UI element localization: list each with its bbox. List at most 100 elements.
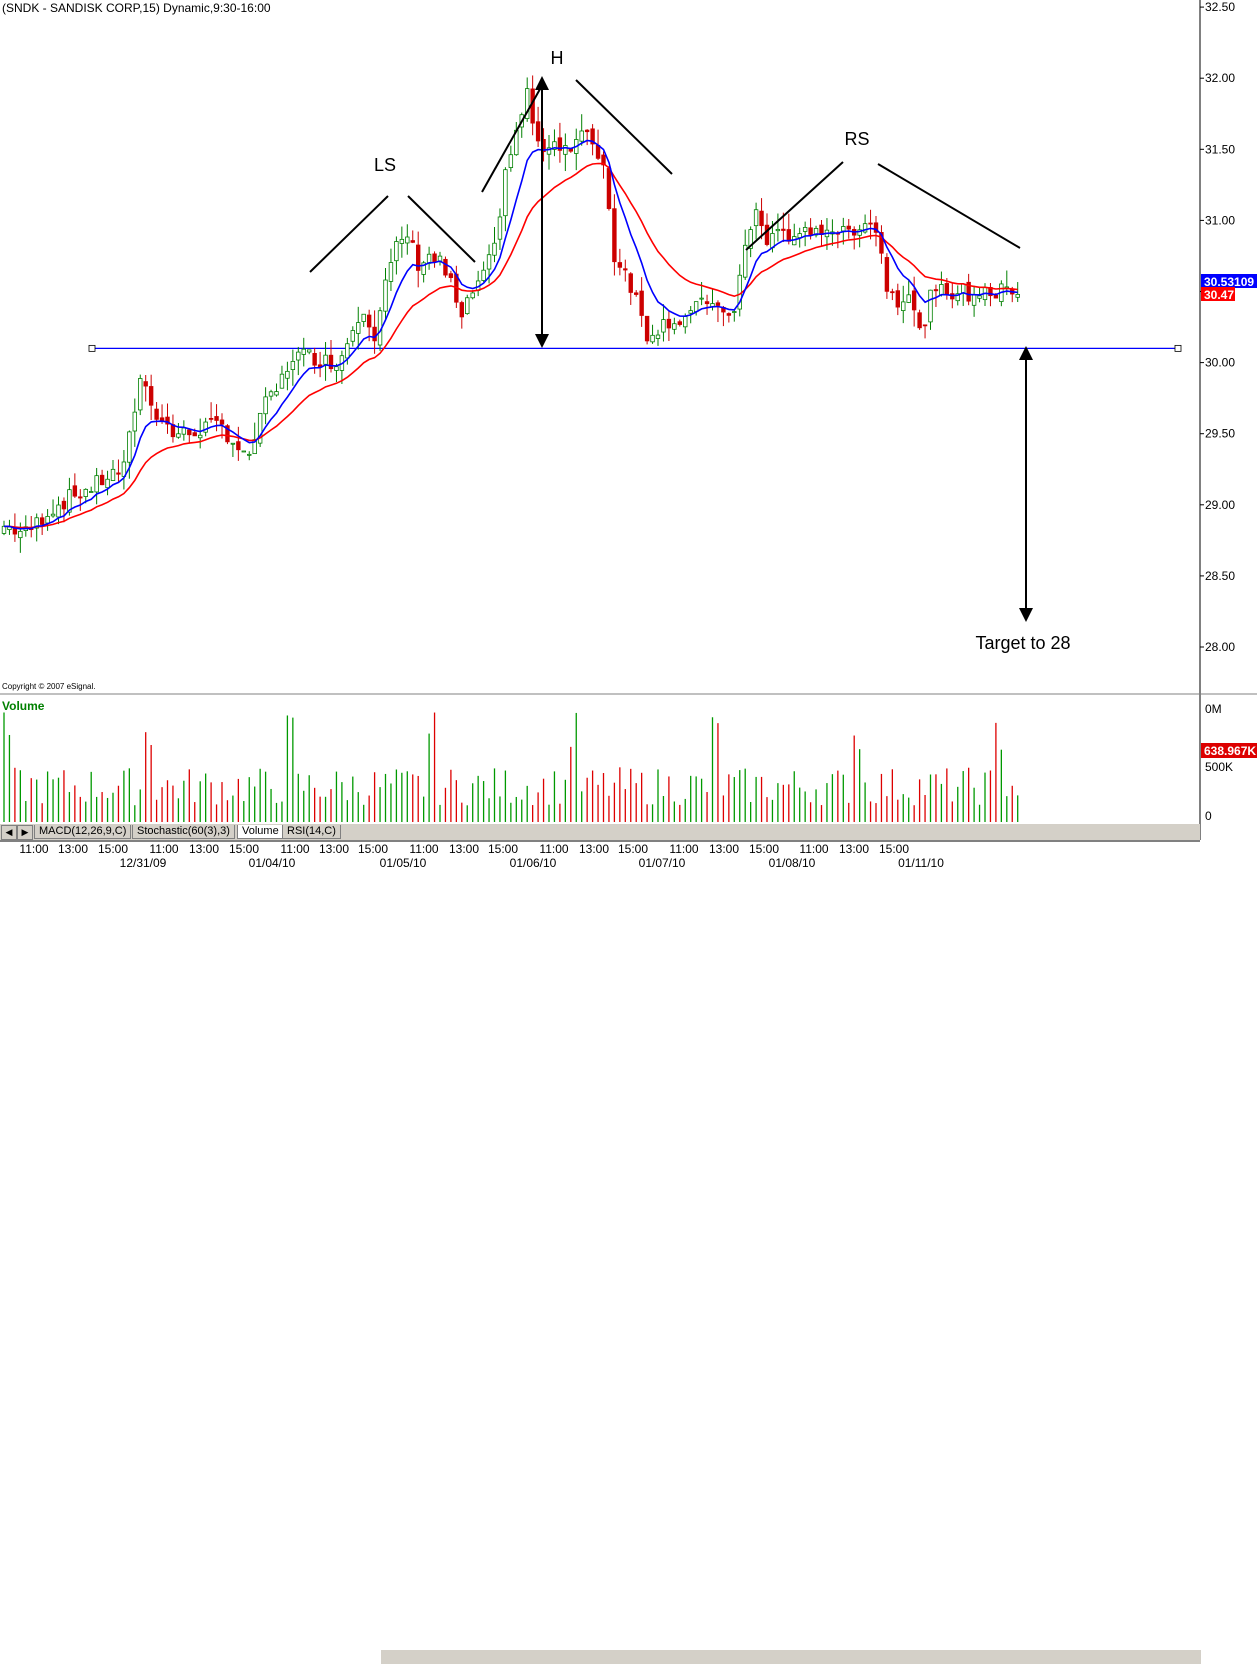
candle-body	[323, 354, 328, 365]
candle-body	[78, 496, 83, 499]
candle-body	[432, 253, 437, 263]
volume-axis-label: 0M	[1205, 702, 1222, 716]
candle-body	[99, 474, 105, 486]
y-tick-label: 32.50	[1205, 0, 1235, 14]
scroll-right-icon[interactable]: ▶	[17, 825, 33, 840]
candle-body	[704, 301, 710, 305]
candle-body	[225, 425, 230, 443]
candle-body	[634, 292, 639, 295]
candle-body	[399, 238, 405, 244]
candle-body	[666, 318, 672, 329]
volume-last-badge	[1201, 743, 1257, 758]
candle-body	[966, 281, 971, 302]
candle-body	[465, 297, 470, 315]
y-tick-label: 30.00	[1205, 356, 1235, 370]
candle-body	[601, 154, 606, 166]
candle-body	[557, 137, 563, 151]
candle-body	[802, 227, 808, 232]
candle-body	[388, 262, 394, 282]
arrow-up-head-icon	[535, 76, 549, 90]
x-time-label: 11:00	[539, 842, 568, 856]
candle-body	[492, 242, 497, 256]
x-date-label: 01/11/10	[898, 856, 944, 868]
axes: 28.0028.5029.0029.5030.0030.5031.0031.50…	[0, 0, 1257, 868]
candle-body	[230, 442, 236, 445]
tab-volume[interactable]: Volume	[237, 825, 284, 839]
candle-body	[219, 419, 225, 425]
candle-body	[922, 324, 928, 327]
candle-body	[563, 145, 568, 155]
candle-body	[939, 284, 944, 296]
candle-body	[911, 290, 917, 311]
x-time-label: 11:00	[19, 842, 48, 856]
neckline-handle-left[interactable]	[88, 344, 96, 352]
x-date-label: 01/05/10	[380, 856, 427, 868]
candle-body	[617, 262, 623, 268]
x-time-label: 11:00	[280, 842, 309, 856]
h-left-line	[481, 81, 545, 193]
candle-body	[197, 434, 203, 439]
price-badge-blue	[1201, 274, 1257, 288]
candle-body	[361, 313, 366, 322]
tab-stochastic[interactable]: Stochastic(60(3),3)	[132, 825, 235, 839]
candle-body	[770, 233, 775, 249]
x-time-label: 13:00	[319, 842, 349, 856]
candle-body	[415, 244, 421, 271]
x-time-label: 15:00	[879, 842, 909, 856]
tab-rsi[interactable]: RSI(14,C)	[282, 825, 341, 839]
ema-slow-line	[4, 162, 1018, 529]
candle-body	[535, 121, 541, 142]
ls-right-line	[407, 195, 476, 263]
x-time-label: 15:00	[488, 842, 518, 856]
candle-body	[470, 292, 475, 299]
candle-body	[459, 302, 464, 318]
volume-axis-label: 500K	[1205, 760, 1233, 774]
indicator-tab-bar: ◀ ▶ MACD(12,26,9,C) Stochastic(60(3),3) Vo…	[0, 824, 1201, 1664]
candle-body	[345, 343, 350, 359]
candle-body	[1, 525, 7, 534]
candle-body	[841, 226, 846, 232]
candle-body	[525, 88, 530, 119]
candle-body	[394, 241, 399, 262]
tab-macd[interactable]: MACD(12,26,9,C)	[34, 825, 132, 839]
x-time-label: 15:00	[98, 842, 128, 856]
candle-body	[688, 310, 693, 314]
candle-body	[650, 334, 655, 343]
candle-body	[18, 530, 23, 539]
x-date-label: 01/06/10	[510, 856, 557, 868]
candle-body	[383, 279, 388, 312]
candle-body	[672, 323, 677, 330]
candle-body	[328, 354, 334, 370]
scroll-left-icon[interactable]: ◀	[1, 825, 17, 840]
pattern-label: H	[551, 48, 564, 68]
y-tick-label: 31.00	[1205, 213, 1235, 227]
candle-body	[726, 313, 732, 316]
candle-body	[296, 351, 301, 361]
candle-body	[176, 433, 181, 438]
rs-left-line	[745, 161, 844, 251]
price-badge-red-text: 30.47	[1204, 288, 1234, 302]
horizontal-scrollbar[interactable]	[380, 1650, 1201, 1664]
candle-body	[884, 257, 890, 292]
candle-body	[862, 223, 868, 233]
candle-body	[39, 517, 45, 525]
candle-body	[955, 293, 960, 302]
arrow-down-head-icon	[1019, 608, 1033, 622]
candle-body	[873, 222, 879, 233]
candle-body	[143, 381, 148, 387]
candle-body	[290, 360, 296, 370]
candle-body	[263, 396, 268, 415]
candle-body	[187, 429, 192, 436]
candle-body	[890, 291, 895, 294]
candle-body	[285, 370, 290, 379]
candle-body	[148, 386, 154, 406]
volume-axis-label: 0	[1205, 809, 1212, 823]
candle-body	[274, 391, 279, 396]
ema-fast-line	[3, 139, 1018, 530]
neckline-handle-right[interactable]	[1174, 344, 1182, 352]
candle-body	[486, 254, 492, 270]
candle-body	[45, 516, 50, 524]
y-tick-label: 32.00	[1205, 71, 1235, 85]
candle-body	[94, 475, 99, 493]
x-date-label: 01/08/10	[769, 856, 816, 868]
